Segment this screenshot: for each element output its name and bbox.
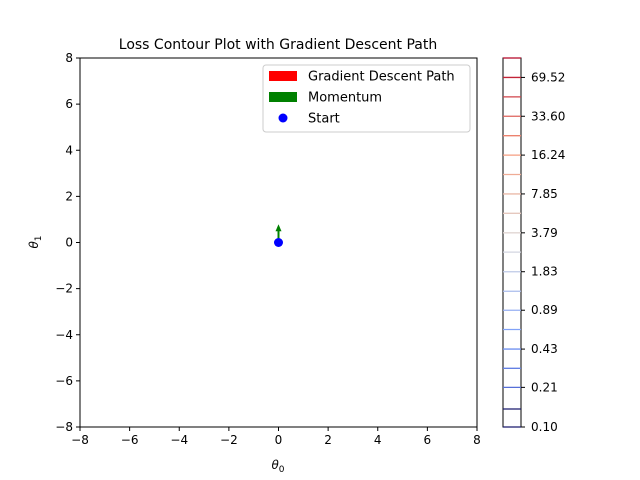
colorbar-tick-label: 0.43: [531, 342, 558, 356]
x-tick-label: −8: [71, 433, 89, 447]
y-tick-label: −2: [55, 282, 73, 296]
legend-box: [262, 64, 471, 133]
y-axis-ticks: −8 −6 −4 −2 0 2 4 6 8: [55, 51, 80, 434]
x-tick-label: 0: [275, 433, 283, 447]
colorbar-tick-label: 0.89: [531, 303, 558, 317]
momentum-arrow-head: [275, 224, 282, 232]
x-tick-label: −2: [220, 433, 238, 447]
colorbar-ticks: 0.10 0.21 0.43 0.89 1.83 3.79 7.85 16.24 33.60 69…: [521, 70, 565, 434]
legend-label: Start: [308, 112, 340, 127]
colorbar-tick-label: 16.24: [531, 148, 565, 162]
legend-swatch: [269, 71, 297, 81]
chart-title: Loss Contour Plot with Gradient Descent …: [119, 37, 437, 53]
colorbar-frame: [502, 57, 522, 428]
x-axis-ticks: −8 −6 −4 −2 0 2 4 6 8: [71, 427, 481, 447]
plot-content: [274, 224, 283, 247]
y-tick-label: −6: [55, 374, 73, 388]
y-tick-label: 0: [65, 236, 73, 250]
y-tick-label: 2: [65, 189, 73, 203]
y-tick-label: 8: [65, 51, 73, 65]
legend: Gradient Descent Path Momentum Start: [262, 64, 471, 133]
colorbar-tick-label: 1.83: [531, 265, 558, 279]
start-point: [274, 238, 283, 247]
x-tick-label: −4: [170, 433, 188, 447]
y-tick-label: 4: [65, 143, 73, 157]
legend-swatch: [269, 92, 297, 102]
colorbar: 0.10 0.21 0.43 0.89 1.83 3.79 7.85 16.24 33.60 69…: [502, 57, 565, 434]
colorbar-tick-label: 0.10: [531, 420, 558, 434]
colorbar-tick-label: 7.85: [531, 187, 558, 201]
x-axis-label: θ0: [271, 458, 284, 475]
legend-marker: [278, 113, 288, 123]
axes-area: −8 −6 −4 −2 0 2 4 6 8 −8 −6 −4 −2 0 2 4 6 8: [55, 51, 481, 447]
y-tick-label: −8: [55, 420, 73, 434]
x-tick-label: 4: [374, 433, 382, 447]
legend-label: Gradient Descent Path: [308, 70, 455, 85]
y-tick-label: 6: [65, 97, 73, 111]
x-tick-label: −6: [121, 433, 139, 447]
colorbar-tick-label: 0.21: [531, 380, 558, 394]
colorbar-tick-label: 69.52: [531, 70, 565, 84]
x-tick-label: 8: [473, 433, 481, 447]
x-tick-label: 6: [424, 433, 432, 447]
colorbar-tick-label: 33.60: [531, 109, 565, 123]
legend-label: Momentum: [308, 91, 382, 106]
colorbar-levels: [503, 57, 521, 428]
x-tick-label: 2: [324, 433, 332, 447]
y-axis-label: θ1: [27, 235, 44, 248]
y-tick-label: −4: [55, 328, 73, 342]
legend-entries: Gradient Descent Path Momentum Start: [269, 70, 455, 127]
colorbar-tick-label: 3.79: [531, 226, 558, 240]
